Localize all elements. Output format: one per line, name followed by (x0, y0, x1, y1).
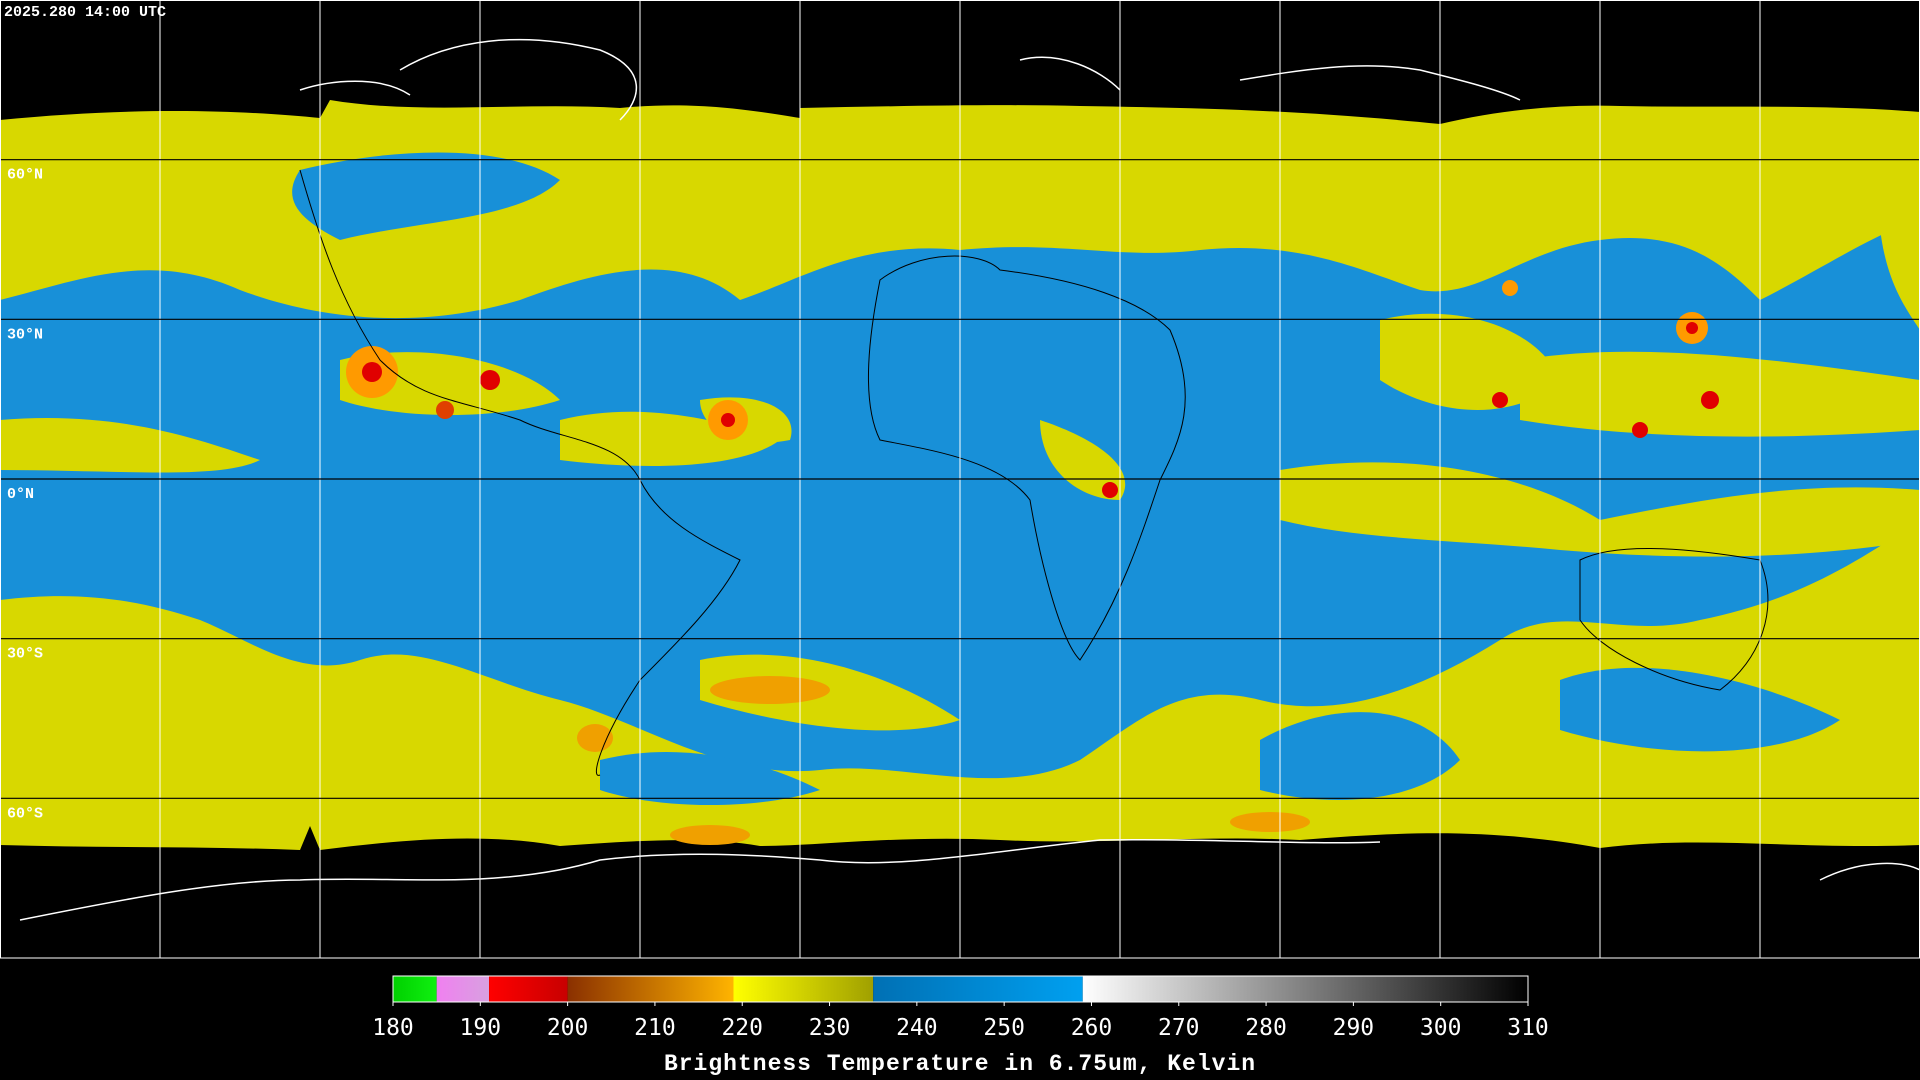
cold-band (710, 676, 830, 704)
dry-region (1560, 667, 1840, 752)
colorbar-tick-label: 260 (1071, 1015, 1113, 1041)
cold-band (670, 825, 750, 845)
storm-core (721, 413, 735, 427)
australia-coast (1579, 547, 1769, 691)
latitude-label: 0°N (7, 486, 34, 503)
dry-region (292, 152, 560, 240)
storm-core (1632, 422, 1648, 438)
timestamp: 2025.280 14:00 UTC (4, 4, 166, 21)
storm (1502, 280, 1518, 296)
latitude-label: 30°S (7, 646, 43, 663)
colorbar-segment (489, 976, 568, 1002)
colorbar: 180 190 200 210 220 230 240 250 260 270 280 290 300 3… (372, 975, 1549, 1041)
dry-region (1260, 712, 1460, 800)
colorbar-tick-label: 200 (547, 1015, 589, 1041)
convective-cores (346, 280, 1719, 845)
latitude-label: 60°S (7, 805, 43, 822)
colorbar-segment (1082, 976, 1528, 1002)
colorbar-tick-label: 280 (1245, 1015, 1287, 1041)
colorbar-tick-label: 250 (983, 1015, 1025, 1041)
colorbar-frame (392, 975, 1529, 1003)
arctic-coast (299, 38, 1521, 121)
colorbar-segment (393, 976, 437, 1002)
storm-core (436, 401, 454, 419)
cold-band (577, 724, 613, 752)
colorbar-tick-label: 290 (1333, 1015, 1375, 1041)
latitude-label: 60°N (7, 167, 43, 184)
colorbar-tick-label: 270 (1158, 1015, 1200, 1041)
colorbar-tick-label: 300 (1420, 1015, 1462, 1041)
colorbar-tick-label: 210 (634, 1015, 676, 1041)
cold-band (1230, 812, 1310, 832)
graticule: 60°N 30°N 0°N 30°S 60°S (0, 0, 1920, 959)
storm-core (480, 370, 500, 390)
colorbar-segment (873, 976, 1083, 1002)
colorbar-segment (436, 976, 490, 1002)
storm-core (1492, 392, 1508, 408)
colorbar-tick-label: 240 (896, 1015, 938, 1041)
coastlines-polar (19, 38, 1920, 921)
colorbar-tick-label: 180 (372, 1015, 414, 1041)
latitude-label: 30°N (7, 326, 43, 343)
antarctic-coast (19, 838, 1920, 921)
colorbar-title: Brightness Temperature in 6.75um, Kelvin (664, 1051, 1256, 1077)
storm-core (1102, 482, 1118, 498)
dry-region (600, 751, 820, 805)
africa-coast (868, 255, 1186, 661)
colorbar-segment (567, 976, 734, 1002)
storm-core (362, 362, 382, 382)
colorbar-tick-label: 190 (460, 1015, 502, 1041)
storm-core (1686, 322, 1698, 334)
colorbar-segment (733, 976, 874, 1002)
colorbar-tick-label: 310 (1507, 1015, 1549, 1041)
colorbar-tick-label: 230 (809, 1015, 851, 1041)
colorbar-tick-label: 220 (721, 1015, 763, 1041)
storm-core (1701, 391, 1719, 409)
